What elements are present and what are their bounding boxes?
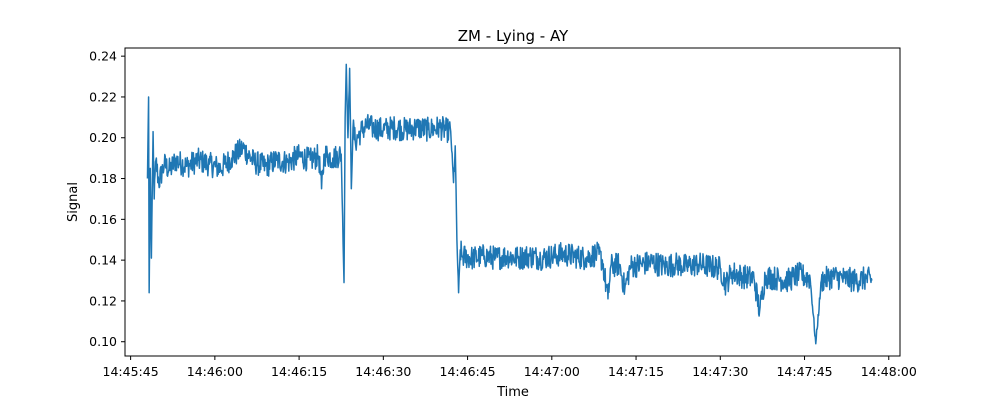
y-tick-label: 0.18 bbox=[89, 171, 117, 186]
x-tick-label: 14:46:45 bbox=[440, 364, 496, 379]
x-tick-label: 14:46:15 bbox=[271, 364, 327, 379]
series-layer bbox=[146, 63, 873, 345]
series-line-0 bbox=[146, 63, 873, 345]
y-tick-label: 0.16 bbox=[89, 212, 117, 227]
y-tick-label: 0.24 bbox=[89, 49, 117, 64]
y-axis: 0.10 0.12 0.14 0.16 0.18 0.20 0.22 0.24 bbox=[89, 49, 125, 349]
chart-title: ZM - Lying - AY bbox=[458, 27, 569, 45]
x-tick-label: 14:48:00 bbox=[861, 364, 917, 379]
plot-frame bbox=[124, 47, 901, 357]
x-axis-label: Time bbox=[496, 385, 529, 400]
x-tick-label: 14:46:00 bbox=[187, 364, 243, 379]
y-axis-label: Signal bbox=[66, 182, 81, 222]
x-tick-label: 14:45:45 bbox=[103, 364, 159, 379]
plot-area bbox=[124, 47, 901, 357]
x-tick-label: 14:46:30 bbox=[355, 364, 411, 379]
y-tick-label: 0.10 bbox=[89, 334, 117, 349]
y-tick-label: 0.22 bbox=[89, 89, 117, 104]
x-tick-label: 14:47:30 bbox=[692, 364, 748, 379]
y-tick-label: 0.14 bbox=[89, 253, 117, 268]
y-tick-label: 0.12 bbox=[89, 293, 117, 308]
x-tick-label: 14:47:45 bbox=[776, 364, 832, 379]
y-tick-label: 0.20 bbox=[89, 130, 117, 145]
x-tick-label: 14:47:00 bbox=[524, 364, 580, 379]
x-tick-label: 14:47:15 bbox=[608, 364, 664, 379]
x-axis: 14:45:45 14:46:00 14:46:15 14:46:30 14:46:45… bbox=[103, 356, 917, 379]
